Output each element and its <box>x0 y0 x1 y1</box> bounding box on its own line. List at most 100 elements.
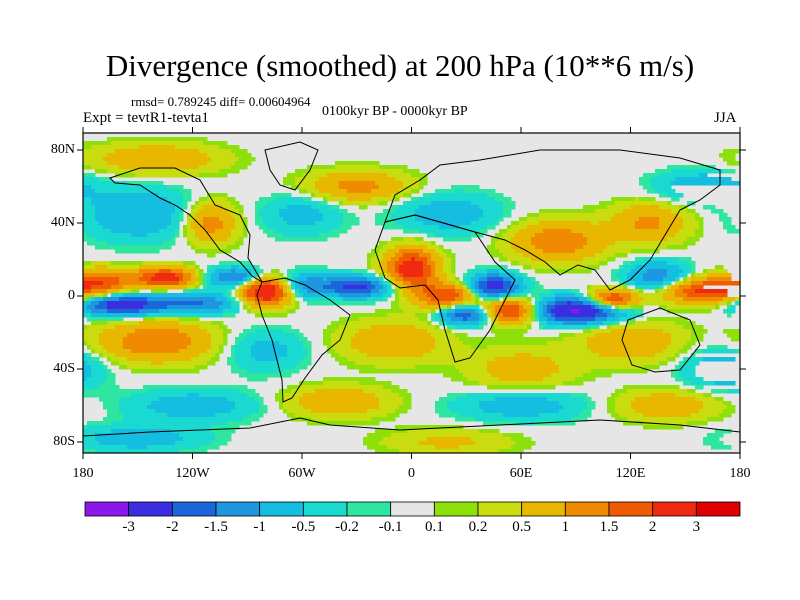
field-cell <box>359 329 428 334</box>
field-cell <box>287 309 296 314</box>
field-cell <box>375 429 408 434</box>
field-cell <box>275 289 284 294</box>
field-cell <box>663 277 676 282</box>
field-cell <box>83 389 148 394</box>
field-cell <box>579 297 588 302</box>
field-cell <box>587 345 668 350</box>
field-cell <box>419 181 428 186</box>
field-cell <box>539 301 548 306</box>
field-cell <box>307 165 336 170</box>
field-cell <box>231 213 244 218</box>
field-cell <box>295 293 300 298</box>
field-cell <box>659 285 664 290</box>
field-cell <box>443 317 452 322</box>
field-cell <box>531 317 536 322</box>
field-cell <box>103 297 120 302</box>
field-cell <box>303 285 324 290</box>
field-cell <box>375 181 404 186</box>
field-cell <box>587 341 672 346</box>
field-cell <box>107 169 220 174</box>
field-cell <box>103 417 124 422</box>
field-cell <box>263 221 288 226</box>
field-cell <box>427 257 432 262</box>
field-cell <box>415 365 456 370</box>
field-cell <box>423 249 436 254</box>
field-cell <box>415 257 428 262</box>
field-cell <box>371 261 380 266</box>
field-cell <box>259 197 276 202</box>
field-cell <box>727 405 736 410</box>
field-cell <box>391 273 400 278</box>
field-cell <box>443 269 452 274</box>
field-cell <box>679 213 696 218</box>
field-cell <box>419 317 428 322</box>
field-cell <box>487 345 588 350</box>
field-cell <box>727 301 732 306</box>
field-cell <box>487 369 560 374</box>
field-cell <box>211 277 220 282</box>
field-cell <box>119 277 140 282</box>
field-cell <box>407 201 432 206</box>
field-cell <box>615 321 620 326</box>
colorbar <box>84 501 741 517</box>
field-cell <box>539 293 556 298</box>
field-cell <box>599 221 636 226</box>
lon-label-180e: 180 <box>729 466 751 481</box>
field-cell <box>295 181 316 186</box>
field-cell <box>195 201 200 206</box>
field-cell <box>515 353 532 358</box>
field-cell <box>459 369 488 374</box>
field-cell <box>455 189 464 194</box>
field-cell <box>83 301 92 306</box>
field-cell <box>351 269 368 274</box>
field-cell <box>443 373 464 378</box>
field-cell <box>631 293 640 298</box>
field-cell <box>603 301 612 306</box>
field-cell <box>399 293 404 298</box>
field-cell <box>299 293 304 298</box>
field-cell <box>235 153 252 158</box>
field-cell <box>299 337 308 342</box>
field-cell <box>691 265 696 270</box>
field-cell <box>211 425 240 430</box>
field-cell <box>451 265 456 270</box>
field-cell <box>95 169 108 174</box>
field-cell <box>99 221 172 226</box>
field-cell <box>211 357 220 362</box>
field-cell <box>599 201 616 206</box>
field-cell <box>283 289 288 294</box>
field-cell <box>427 261 436 266</box>
field-cell <box>183 229 188 234</box>
field-cell <box>103 225 168 230</box>
field-cell <box>275 285 280 290</box>
field-cell <box>107 373 116 378</box>
field-cell <box>563 321 588 326</box>
field-cell <box>403 185 420 190</box>
field-cell <box>131 289 140 294</box>
field-cell <box>523 305 532 310</box>
field-cell <box>607 245 668 250</box>
field-cell <box>291 301 296 306</box>
field-cell <box>511 245 536 250</box>
field-cell <box>663 349 680 354</box>
field-cell <box>423 289 456 294</box>
field-cell <box>339 361 356 366</box>
field-cell <box>659 225 684 230</box>
field-cell <box>695 273 708 278</box>
field-cell <box>199 149 232 154</box>
field-cell <box>395 277 404 282</box>
field-cell <box>267 233 284 238</box>
field-cell <box>295 333 304 338</box>
field-cell <box>587 297 592 302</box>
field-cell <box>471 285 476 290</box>
field-cell <box>131 349 180 354</box>
field-cell <box>563 381 584 386</box>
field-cell <box>455 281 460 286</box>
field-cell <box>615 405 632 410</box>
field-cell <box>95 449 180 453</box>
field-cell <box>171 213 180 218</box>
field-cell <box>479 309 484 314</box>
field-cell <box>207 361 216 366</box>
field-cell <box>83 373 92 378</box>
field-cell <box>695 217 704 222</box>
